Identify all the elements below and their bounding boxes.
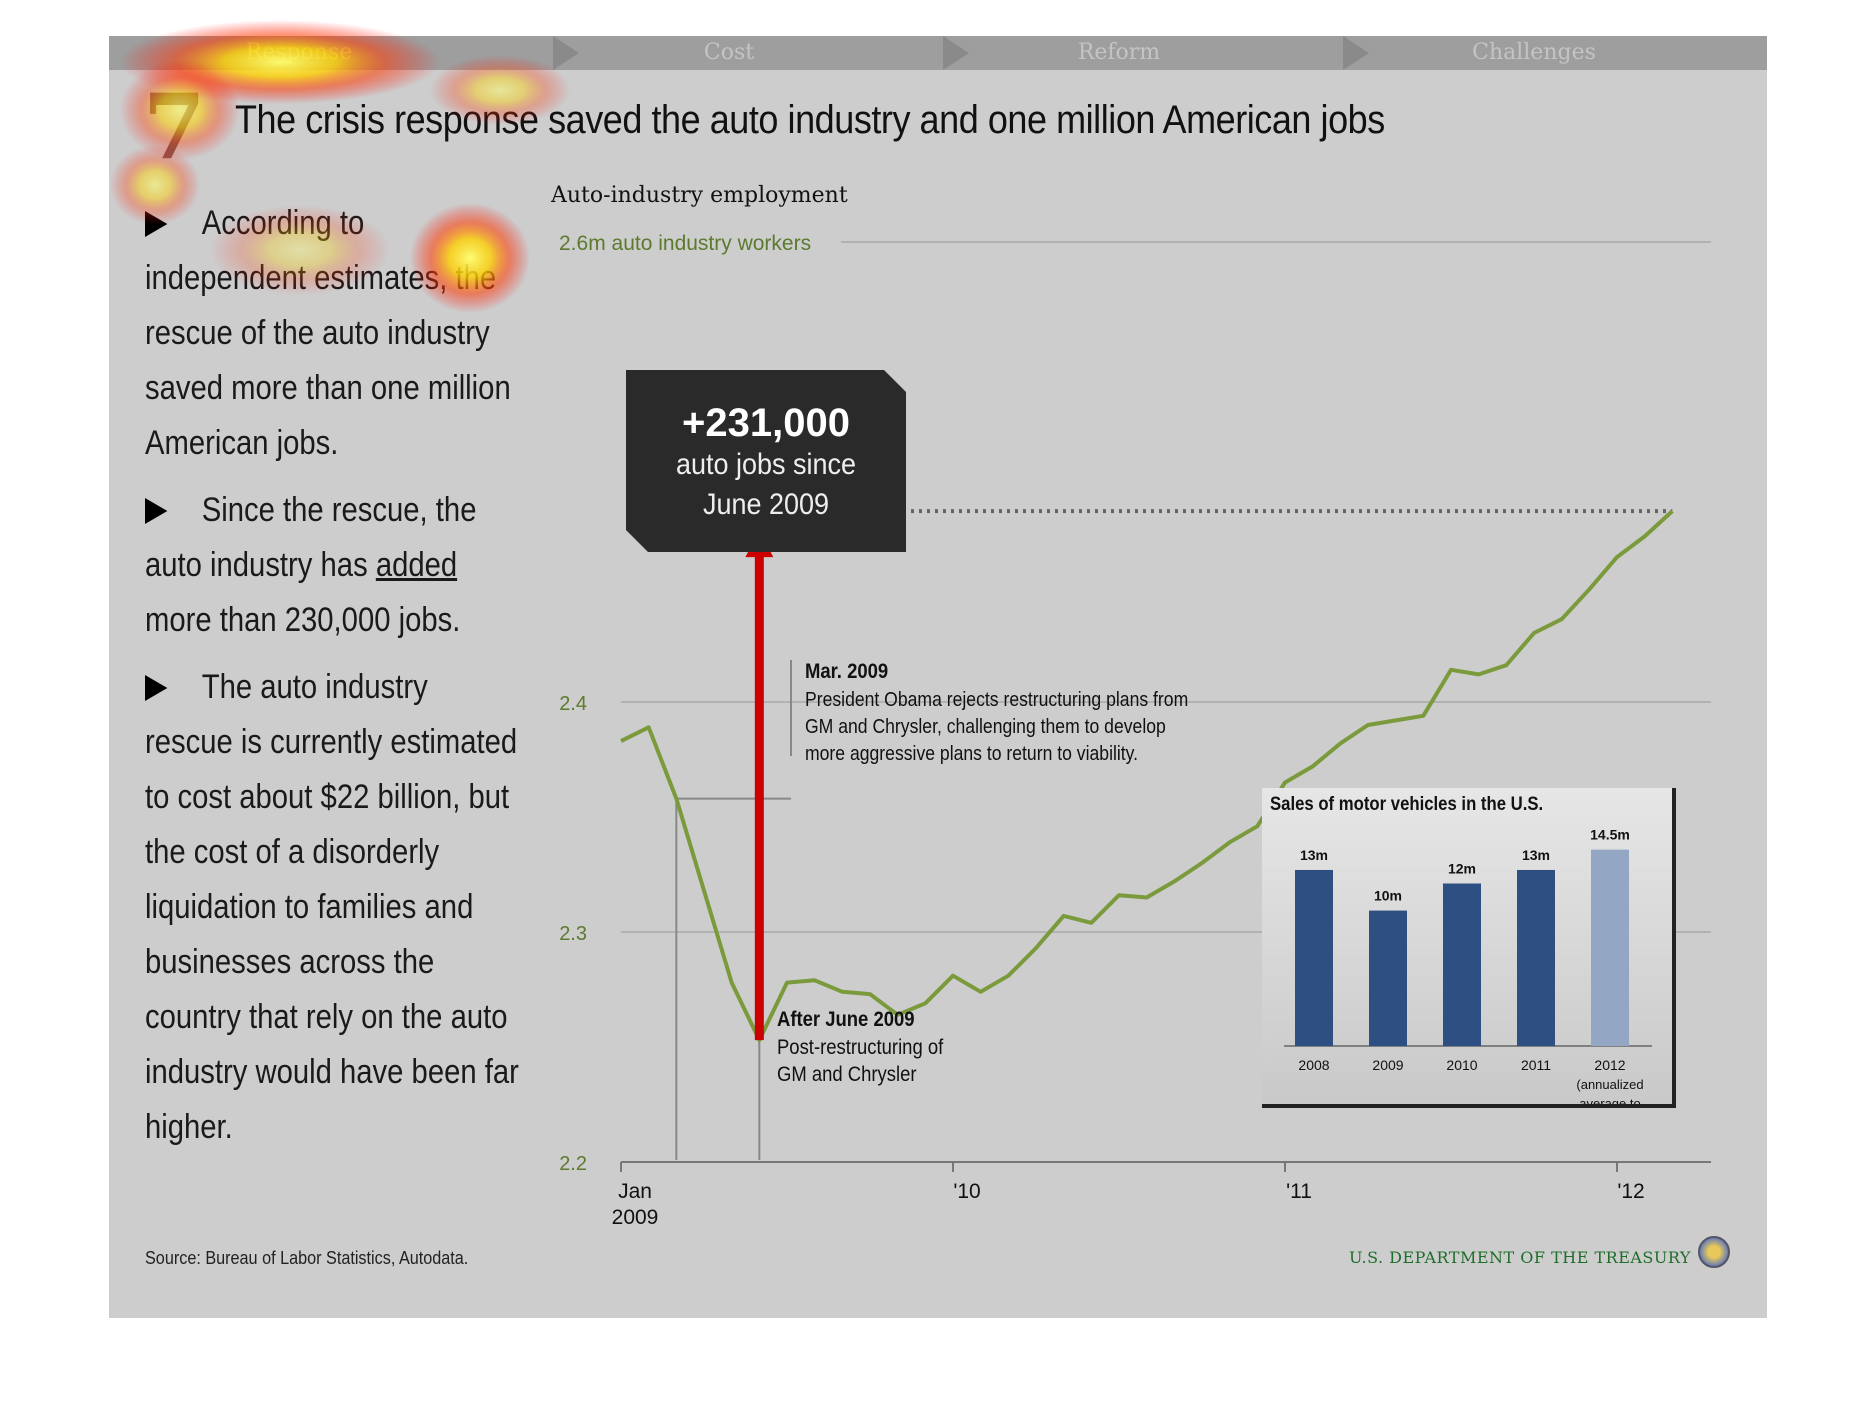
bar-category-sublabel: average to (1579, 1096, 1640, 1104)
sales-bar (1443, 883, 1481, 1046)
employment-chart: 2.2 2.3 2.4 2.6m auto industry workers Auto-… (550, 183, 1711, 1229)
sales-bar (1517, 869, 1555, 1046)
bullet-item: Since the rescue, the auto industry has … (145, 483, 523, 648)
bullet-item: The auto industry rescue is currently es… (145, 660, 523, 1155)
callout-text: June 2009 (703, 488, 829, 522)
nav-separator (943, 36, 969, 70)
annotation-text: GM and Chrysler, challenging them to dev… (805, 715, 1166, 737)
bar-category-label: 2010 (1446, 1057, 1477, 1073)
callout-value: +231,000 (682, 401, 850, 445)
annotation-title: After June 2009 (777, 1008, 915, 1031)
annotation-text: President Obama rejects restructuring pl… (805, 688, 1188, 710)
y-tick-label: 2.4 (559, 693, 587, 715)
bar-category-label: 2009 (1372, 1057, 1403, 1073)
page-title: The crisis response saved the auto indus… (235, 98, 1385, 142)
nav-separator (1343, 36, 1369, 70)
bullet-list: According to independent estimates, the … (145, 196, 535, 1167)
x-tick-label: 2009 (612, 1206, 659, 1229)
sales-bar (1369, 910, 1407, 1046)
footer-org: U.S. DEPARTMENT OF THE TREASURY (1349, 1248, 1691, 1267)
sales-bar (1295, 869, 1333, 1046)
employment-series-line (620, 509, 1674, 1043)
chart-title: Auto-industry employment (550, 183, 848, 208)
bar-value-label: 13m (1300, 847, 1328, 863)
slide: Response Cost Reform Challenges 7 The cr… (109, 36, 1767, 1318)
sales-bar (1591, 849, 1629, 1046)
source-note: Source: Bureau of Labor Statistics, Auto… (145, 1248, 469, 1268)
bar-value-label: 10m (1374, 888, 1402, 904)
bar-category-label: 2012 (1594, 1057, 1625, 1073)
bar-category-label: 2008 (1298, 1057, 1329, 1073)
nav-tab-cost[interactable]: Cost (703, 40, 755, 65)
jobs-callout-box (626, 370, 906, 552)
nav-tab-challenges[interactable]: Challenges (1472, 40, 1596, 65)
bar-value-label: 12m (1448, 861, 1476, 877)
annotation-title: Mar. 2009 (805, 660, 888, 683)
treasury-seal-icon (1698, 1236, 1730, 1268)
bar-category-sublabel: (annualized (1576, 1077, 1643, 1092)
annotation-text: more aggressive plans to return to viabi… (805, 742, 1138, 764)
callout-text: auto jobs since (676, 448, 856, 482)
nav-tab-reform[interactable]: Reform (1077, 40, 1161, 65)
bar-value-label: 13m (1522, 847, 1550, 863)
y-tick-label: 2.2 (559, 1153, 587, 1175)
x-tick-label: '11 (1286, 1180, 1312, 1203)
bar-value-label: 14.5m (1590, 827, 1630, 843)
x-tick-label: '10 (953, 1180, 980, 1203)
bullet-link[interactable]: added (375, 546, 458, 584)
x-tick-label: '12 (1617, 1180, 1644, 1203)
sales-bar-chart: 13m 2008 10m 2009 12m 2010 13m 2011 14.5m 2012 (an… (1284, 827, 1652, 1104)
reference-line-label: 2.6m auto industry workers (559, 232, 811, 255)
bullet-text: The auto industry rescue is currently es… (145, 668, 519, 1146)
inset-title: Sales of motor vehicles in the U.S. (1270, 794, 1544, 815)
bullet-triangle-icon (145, 675, 168, 701)
x-tick-label: Jan (618, 1180, 652, 1203)
sales-inset-chart: Sales of motor vehicles in the U.S. 13m 2… (1262, 788, 1676, 1108)
bullet-text: Since the rescue, the auto industry has (145, 491, 477, 584)
bullet-text: more than 230,000 jobs. (145, 601, 461, 639)
annotation-text: GM and Chrysler (777, 1063, 917, 1086)
bar-category-label: 2011 (1521, 1057, 1551, 1073)
annotation-text: Post-restructuring of (777, 1036, 944, 1059)
y-tick-label: 2.3 (559, 923, 587, 945)
bullet-triangle-icon (145, 498, 168, 524)
